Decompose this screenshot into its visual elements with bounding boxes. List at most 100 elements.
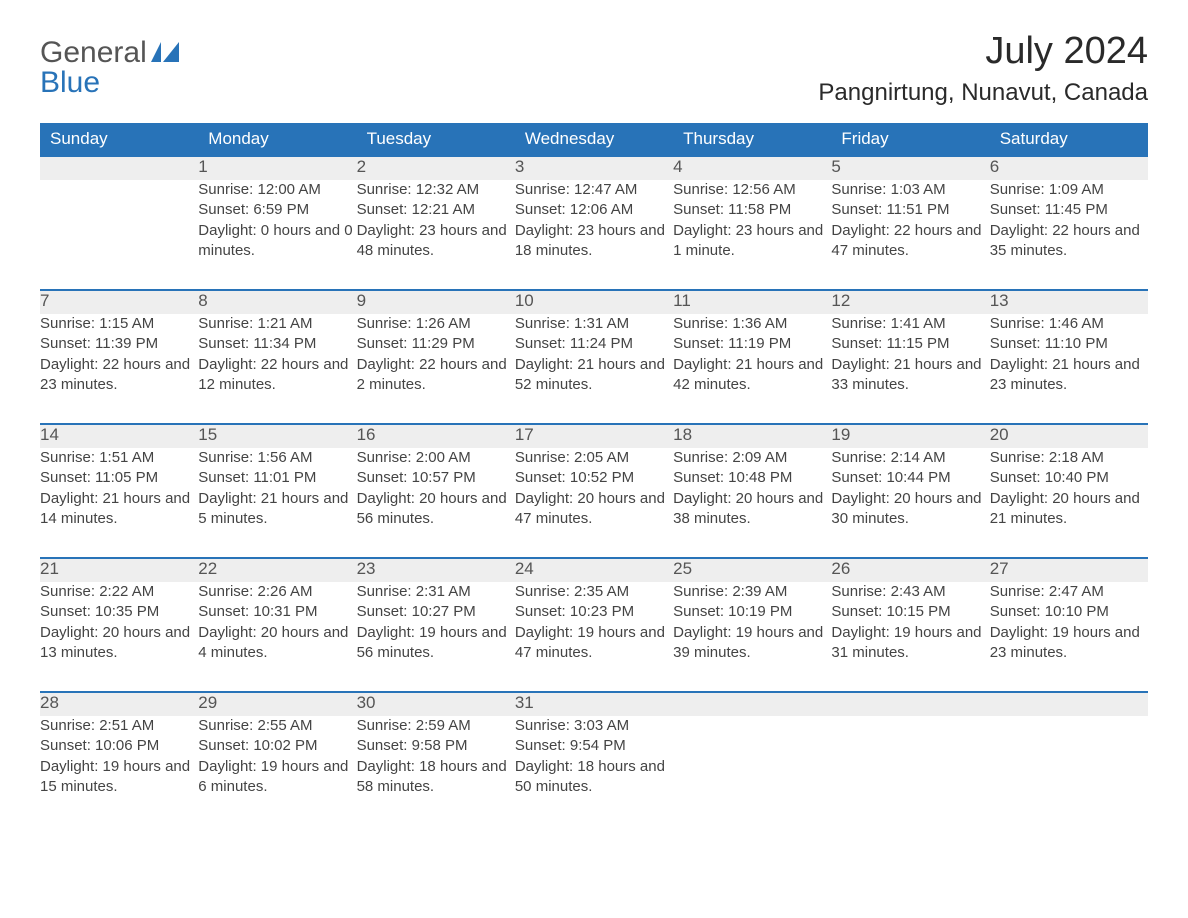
sunset-line: Sunset: 10:52 PM — [515, 469, 634, 486]
day-header: Saturday — [990, 123, 1148, 156]
sunset-line: Sunset: 11:24 PM — [515, 335, 633, 352]
day-detail: Sunrise: 1:56 AMSunset: 11:01 PMDaylight… — [198, 448, 356, 558]
sunset-line: Sunset: 10:48 PM — [673, 469, 792, 486]
sunset-line: Sunset: 11:51 PM — [831, 201, 949, 218]
day-number: 18 — [673, 424, 831, 448]
day-detail: Sunrise: 2:31 AMSunset: 10:27 PMDaylight… — [357, 582, 515, 692]
day-detail: Sunrise: 12:32 AM Sunset: 12:21 AM Dayligh… — [357, 180, 515, 290]
day-detail: Sunrise: 2:09 AMSunset: 10:48 PMDaylight… — [673, 448, 831, 558]
logo: General Blue — [40, 30, 185, 98]
sunrise-line: Sunrise: 1:31 AM — [515, 315, 629, 332]
sunrise-line: Sunrise: 2:51 AM — [40, 717, 154, 734]
daylight-line: Daylight: 19 hours and 15 minutes. — [40, 758, 190, 795]
sunset-line: Sunset: 11:10 PM — [990, 335, 1108, 352]
sunset-line: Sunset: 10:27 PM — [357, 603, 476, 620]
logo-flag-icon — [151, 38, 185, 68]
day-header: Thursday — [673, 123, 831, 156]
location: Pangnirtung, Nunavut, Canada — [818, 79, 1148, 107]
sunrise-line: Sunrise: 12:47 AM — [515, 181, 638, 198]
day-detail: Sunrise: 2:18 AMSunset: 10:40 PMDaylight… — [990, 448, 1148, 558]
week-detail-row: Sunrise: 1:51 AMSunset: 11:05 PMDaylight… — [40, 448, 1148, 558]
day-number: 7 — [40, 290, 198, 314]
sunset-line: Sunset: 10:23 PM — [515, 603, 634, 620]
sunset-line: Sunset: 11:01 PM — [198, 469, 316, 486]
daylight-line: Daylight: 20 hours and 4 minutes. — [198, 624, 348, 661]
sunrise-line: Sunrise: 2:39 AM — [673, 583, 787, 600]
sunrise-line: Sunrise: 1:41 AM — [831, 315, 945, 332]
daylight-line: Daylight: 22 hours and 47 minutes. — [831, 222, 981, 259]
sunrise-line: Sunrise: 12:32 AM — [357, 181, 480, 198]
sunrise-line: Sunrise: 2:05 AM — [515, 449, 629, 466]
sunrise-line: Sunrise: 2:43 AM — [831, 583, 945, 600]
day-detail: Sunrise: 1:46 AMSunset: 11:10 PMDaylight… — [990, 314, 1148, 424]
calendar-body: 123456Sunrise: 12:00 AMSunset: 6:59 PMDa… — [40, 156, 1148, 826]
day-number: 15 — [198, 424, 356, 448]
day-detail: Sunrise: 2:51 AMSunset: 10:06 PMDaylight… — [40, 716, 198, 826]
sunrise-line: Sunrise: 1:51 AM — [40, 449, 154, 466]
day-number: 27 — [990, 558, 1148, 582]
sunrise-line: Sunrise: 1:36 AM — [673, 315, 787, 332]
day-detail: Sunrise: 2:39 AMSunset: 10:19 PMDaylight… — [673, 582, 831, 692]
day-header: Sunday — [40, 123, 198, 156]
sunrise-line: Sunrise: 2:18 AM — [990, 449, 1104, 466]
sunrise-line: Sunrise: 12:56 AM — [673, 181, 796, 198]
sunset-line: Sunset: 10:19 PM — [673, 603, 792, 620]
day-number: 30 — [357, 692, 515, 716]
sunrise-line: Sunrise: 1:03 AM — [831, 181, 945, 198]
calendar-table: SundayMondayTuesdayWednesdayThursdayFrid… — [40, 123, 1148, 826]
day-number: 13 — [990, 290, 1148, 314]
sunset-line: Sunset: 11:15 PM — [831, 335, 949, 352]
sunrise-line: Sunrise: 2:35 AM — [515, 583, 629, 600]
day-detail: Sunrise: 12:00 AMSunset: 6:59 PMDaylight… — [198, 180, 356, 290]
sunrise-line: Sunrise: 2:26 AM — [198, 583, 312, 600]
day-detail: Sunrise: 1:51 AMSunset: 11:05 PMDaylight… — [40, 448, 198, 558]
daylight-line: Daylight: 20 hours and 13 minutes. — [40, 624, 190, 661]
sunset-line: Sunset: 10:35 PM — [40, 603, 159, 620]
day-detail-empty — [990, 716, 1148, 826]
day-number: 3 — [515, 156, 673, 180]
daylight-line: Daylight: 21 hours and 52 minutes. — [515, 356, 665, 393]
day-number: 12 — [831, 290, 989, 314]
sunset-line: Sunset: 12:21 AM — [357, 201, 475, 218]
daylight-line: Daylight: 19 hours and 47 minutes. — [515, 624, 665, 661]
week-detail-row: Sunrise: 2:51 AMSunset: 10:06 PMDaylight… — [40, 716, 1148, 826]
week-number-row: 28293031 — [40, 692, 1148, 716]
daylight-line: Daylight: 21 hours and 42 minutes. — [673, 356, 823, 393]
daylight-line: Daylight: 22 hours and 35 minutes. — [990, 222, 1140, 259]
sunset-line: Sunset: 11:34 PM — [198, 335, 316, 352]
month-title: July 2024 — [818, 30, 1148, 73]
day-header: Friday — [831, 123, 989, 156]
sunset-line: Sunset: 9:58 PM — [357, 737, 468, 754]
week-number-row: 21222324252627 — [40, 558, 1148, 582]
day-detail: Sunrise: 12:47 AMSunset: 12:06 AMDayligh… — [515, 180, 673, 290]
day-detail: Sunrise: 2:22 AMSunset: 10:35 PMDaylight… — [40, 582, 198, 692]
sunrise-line: Sunrise: 1:56 AM — [198, 449, 312, 466]
sunset-line: Sunset: 11:29 PM — [357, 335, 475, 352]
day-detail: Sunrise: 2:43 AMSunset: 10:15 PMDaylight… — [831, 582, 989, 692]
sunset-line: Sunset: 6:59 PM — [198, 201, 309, 218]
day-detail-empty — [673, 716, 831, 826]
day-number: 8 — [198, 290, 356, 314]
day-number-empty — [40, 156, 198, 180]
daylight-line: Daylight: 23 hours and 48 minutes. — [357, 222, 507, 259]
day-detail: Sunrise: 2:59 AMSunset: 9:58 PMDaylight:… — [357, 716, 515, 826]
day-number: 4 — [673, 156, 831, 180]
daylight-line: Daylight: 19 hours and 31 minutes. — [831, 624, 981, 661]
daylight-line: Daylight: 20 hours and 21 minutes. — [990, 490, 1140, 527]
logo-text: General Blue — [40, 38, 185, 98]
day-header: Monday — [198, 123, 356, 156]
sunset-line: Sunset: 11:45 PM — [990, 201, 1108, 218]
day-number: 22 — [198, 558, 356, 582]
day-header-row: SundayMondayTuesdayWednesdayThursdayFrid… — [40, 123, 1148, 156]
day-number: 24 — [515, 558, 673, 582]
sunrise-line: Sunrise: 2:59 AM — [357, 717, 471, 734]
day-detail: Sunrise: 2:14 AMSunset: 10:44 PMDaylight… — [831, 448, 989, 558]
sunrise-line: Sunrise: 12:00 AM — [198, 181, 321, 198]
day-header: Wednesday — [515, 123, 673, 156]
day-detail-empty — [40, 180, 198, 290]
day-detail: Sunrise: 1:26 AMSunset: 11:29 PMDaylight… — [357, 314, 515, 424]
day-number: 17 — [515, 424, 673, 448]
sunrise-line: Sunrise: 1:26 AM — [357, 315, 471, 332]
day-detail: Sunrise: 1:03 AM Sunset: 11:51 PM Daylight… — [831, 180, 989, 290]
daylight-line: Daylight: 20 hours and 38 minutes. — [673, 490, 823, 527]
